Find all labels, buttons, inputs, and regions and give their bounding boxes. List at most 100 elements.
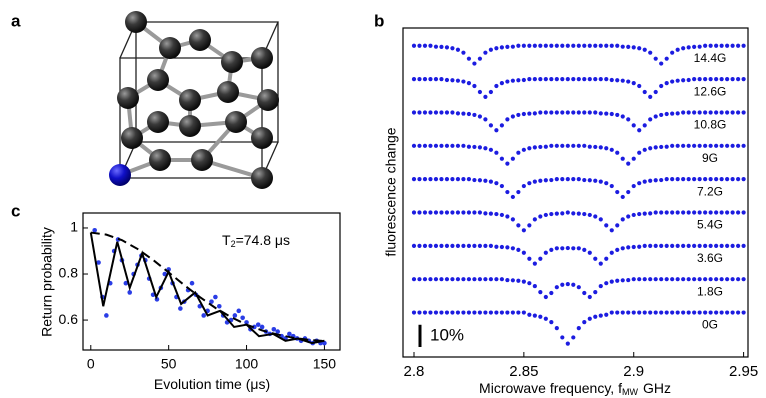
data-point: [483, 117, 487, 121]
data-point: [681, 110, 685, 114]
data-point: [742, 110, 746, 114]
data-point: [516, 310, 520, 314]
data-point: [681, 78, 685, 82]
data-point: [632, 213, 636, 217]
data-point: [434, 110, 438, 114]
data-point: [494, 84, 498, 88]
data-point: [621, 79, 625, 83]
data-point: [665, 112, 669, 116]
data-point: [549, 110, 553, 114]
data-point: [736, 177, 740, 181]
data-point: [742, 177, 746, 181]
data-point: [577, 144, 581, 148]
data-point: [505, 162, 509, 166]
data-point: [593, 214, 597, 218]
data-point: [450, 310, 454, 314]
data-point: [555, 177, 559, 181]
data-point: [522, 78, 526, 82]
data-point: [511, 79, 515, 83]
data-point: [692, 110, 696, 114]
data-point: [610, 148, 614, 152]
data-point: [665, 81, 669, 85]
data-point: [615, 44, 619, 48]
data-point: [538, 179, 542, 183]
data-point: [456, 210, 460, 214]
data-point: [511, 217, 515, 221]
data-point: [582, 178, 586, 182]
data-point: [670, 210, 674, 214]
data-point: [461, 244, 465, 248]
data-point: [665, 277, 669, 281]
data-point: [434, 310, 438, 314]
data-point: [665, 177, 669, 181]
data-point: [549, 212, 553, 216]
data-point: [610, 280, 614, 284]
data-point: [626, 117, 630, 121]
data-point: [560, 110, 564, 114]
data-point: [417, 244, 421, 248]
data-point: [544, 317, 548, 321]
data-point: [626, 162, 630, 166]
data-point: [610, 310, 614, 314]
data-point: [566, 246, 570, 250]
data-point: [456, 48, 460, 52]
data-point: [577, 285, 581, 289]
data-point: [516, 279, 520, 283]
data-point: [659, 113, 663, 117]
data-point: [472, 61, 476, 65]
data-point: [698, 177, 702, 181]
data-point: [428, 44, 432, 48]
data-point: [560, 44, 564, 48]
data-point: [687, 177, 691, 181]
data-point: [522, 280, 526, 284]
data-point: [676, 277, 680, 281]
data-point: [604, 281, 608, 285]
data-point: [720, 144, 724, 148]
data-point: [742, 77, 746, 81]
data-point: [604, 223, 608, 227]
data-point: [593, 44, 597, 48]
data-point: [417, 210, 421, 214]
data-point: [632, 277, 636, 281]
data-point: [643, 90, 647, 94]
data-point: [412, 144, 416, 148]
data-point: [648, 95, 652, 99]
data-point: [505, 117, 509, 121]
data-point: [467, 277, 471, 281]
data-point: [527, 281, 531, 285]
x-tick-label: 2.9: [623, 363, 644, 380]
data-point: [439, 210, 443, 214]
data-point: [544, 251, 548, 255]
data-point: [709, 110, 713, 114]
x-axis-label-text: Microwave frequency, f: [479, 380, 622, 396]
data-point: [621, 114, 625, 118]
data-point: [472, 310, 476, 314]
data-point: [632, 184, 636, 188]
data-point: [731, 177, 735, 181]
data-point: [412, 244, 416, 248]
data-point: [615, 151, 619, 155]
data-point: [626, 214, 630, 218]
data-point: [439, 277, 443, 281]
data-point: [731, 144, 735, 148]
annotation-rest: =74.8 μs: [236, 232, 290, 248]
data-point: [604, 111, 608, 115]
data-point: [423, 44, 427, 48]
data-point: [643, 180, 647, 184]
trace-label: 12.6G: [694, 84, 727, 98]
data-point: [670, 310, 674, 314]
data-point: [489, 244, 493, 248]
data-point: [104, 313, 109, 318]
data-point: [428, 177, 432, 181]
data-point: [478, 277, 482, 281]
data-point: [417, 177, 421, 181]
data-point: [500, 245, 504, 249]
data-point: [494, 212, 498, 216]
data-point: [703, 277, 707, 281]
data-point: [516, 113, 520, 117]
data-point: [582, 291, 586, 295]
data-point: [450, 46, 454, 50]
data-point: [604, 257, 608, 261]
data-point: [566, 177, 570, 181]
data-point: [434, 77, 438, 81]
